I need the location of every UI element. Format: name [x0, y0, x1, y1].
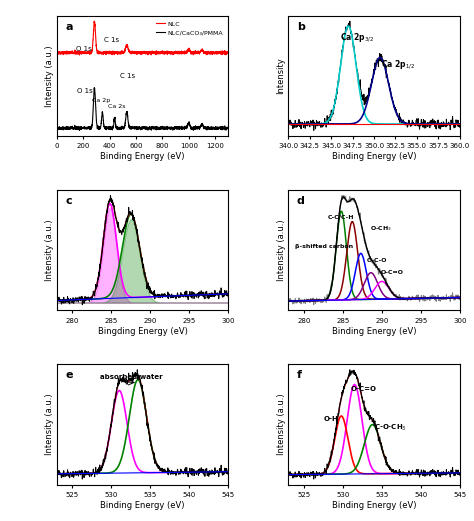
Text: O-C=O: O-C=O — [380, 270, 403, 276]
Y-axis label: Intensity (a.u.): Intensity (a.u.) — [276, 393, 285, 455]
Text: Ca 2p: Ca 2p — [92, 97, 111, 103]
X-axis label: Binding Energy (eV): Binding Energy (eV) — [332, 501, 416, 510]
Text: Ca 2s: Ca 2s — [109, 104, 126, 109]
Text: e: e — [65, 370, 73, 380]
Y-axis label: Intensity (a.u.): Intensity (a.u.) — [45, 45, 54, 107]
Text: a: a — [65, 22, 73, 32]
Text: β-shifted carbon: β-shifted carbon — [294, 244, 353, 249]
X-axis label: Binding Energy (eV): Binding Energy (eV) — [100, 501, 185, 510]
Text: C-O-CH$_3$: C-O-CH$_3$ — [374, 423, 407, 433]
X-axis label: Binding Energy (eV): Binding Energy (eV) — [332, 152, 416, 162]
X-axis label: Binding Energy (eV): Binding Energy (eV) — [332, 327, 416, 336]
Text: Ca 2p$_{1/2}$: Ca 2p$_{1/2}$ — [381, 58, 415, 71]
Text: O-H: O-H — [323, 416, 338, 422]
Legend: NLC, NLC/CaCO₃/PMMA: NLC, NLC/CaCO₃/PMMA — [153, 19, 225, 38]
Text: Ca 2p$_{3/2}$: Ca 2p$_{3/2}$ — [340, 31, 374, 44]
Y-axis label: Intensity: Intensity — [276, 57, 285, 94]
Y-axis label: Intensity (a.u.): Intensity (a.u.) — [276, 219, 285, 281]
X-axis label: Bingding Energy (eV): Bingding Energy (eV) — [98, 327, 188, 336]
Text: c: c — [65, 196, 72, 206]
Text: O 1s: O 1s — [77, 88, 93, 94]
Text: O 1s: O 1s — [76, 46, 92, 52]
Text: b: b — [297, 22, 305, 32]
Y-axis label: Intensity (a.u.): Intensity (a.u.) — [45, 219, 54, 281]
Text: C-C/C-H: C-C/C-H — [328, 215, 354, 219]
Text: absorbed water: absorbed water — [100, 374, 163, 380]
X-axis label: Binding Energy (eV): Binding Energy (eV) — [100, 152, 185, 162]
Y-axis label: Intensity (a.u.): Intensity (a.u.) — [45, 393, 54, 455]
Text: f: f — [297, 370, 302, 380]
Text: O-C-O: O-C-O — [366, 258, 387, 263]
Text: C 1s: C 1s — [104, 37, 119, 43]
Text: O-C=O: O-C=O — [351, 387, 377, 392]
Text: O-CH$_3$: O-CH$_3$ — [370, 224, 392, 233]
Text: C 1s: C 1s — [120, 72, 135, 79]
Text: d: d — [297, 196, 305, 206]
